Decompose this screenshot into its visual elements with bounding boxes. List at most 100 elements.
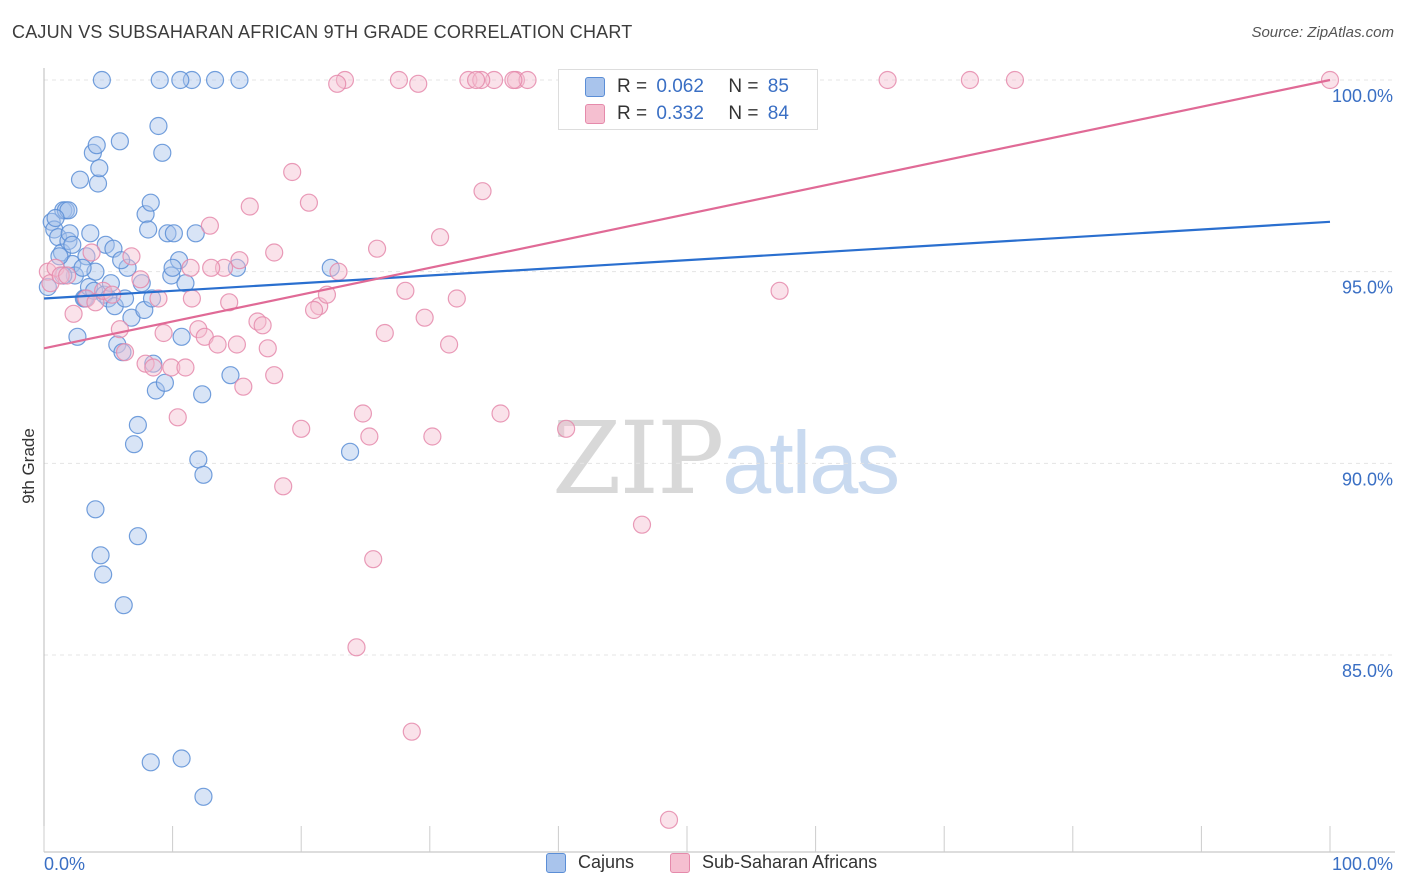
subsaharan-point (367, 239, 387, 258)
cajuns-point (150, 70, 169, 90)
subsaharan-point (409, 74, 428, 93)
subsaharan-point (659, 810, 679, 829)
subsaharan-point (58, 266, 77, 285)
cajuns-point (172, 327, 191, 346)
cajuns-point (193, 385, 212, 404)
subsaharan-point (227, 335, 246, 354)
subsaharan-legend-swatch-icon (670, 852, 690, 873)
legend-item-cajuns[interactable]: Cajuns (546, 852, 634, 873)
x-tick-label: 100.0% (1332, 854, 1393, 874)
r-value: 0.332 (656, 103, 704, 124)
subsaharan-point (162, 358, 181, 377)
subsaharan-point (122, 247, 141, 266)
cajuns-point (60, 224, 79, 243)
watermark: ZIPatlas (552, 400, 900, 517)
subsaharan-point (240, 197, 259, 216)
subsaharan-point (154, 323, 173, 343)
cajuns-point (340, 442, 360, 461)
subsaharan-point (473, 182, 492, 201)
cajuns-point (128, 415, 147, 435)
subsaharan-point (472, 70, 491, 90)
cajuns-point (81, 224, 100, 243)
subsaharan-point (214, 258, 234, 277)
subsaharan-point (1005, 70, 1025, 90)
cajuns-point (91, 546, 110, 565)
y-axis-label: 9th Grade (19, 428, 38, 504)
subsaharan-point (447, 289, 466, 308)
cajuns-point (155, 373, 174, 392)
subsaharan-point (176, 358, 195, 377)
stats-legend-row-cajuns: R = 0.062 N = 85 (585, 75, 789, 99)
cajuns-point (141, 753, 160, 772)
subsaharan-point (329, 262, 348, 281)
subsaharan-point (364, 550, 383, 569)
cajuns-point (63, 235, 82, 254)
subsaharan-point (770, 281, 789, 300)
cajuns-point (46, 208, 65, 228)
cajuns-point (90, 159, 109, 178)
stats-legend-row-subsaharan: R = 0.332 N = 84 (585, 102, 789, 126)
stats-legend: R = 0.062 N = 85 R = 0.332 N = 84 (558, 69, 818, 130)
subsaharan-point (82, 243, 101, 262)
subsaharan-swatch-icon (585, 104, 605, 124)
cajuns-point (94, 565, 113, 584)
cajuns-point (171, 70, 190, 90)
cajuns-point (88, 174, 108, 193)
subsaharan-point (960, 70, 980, 90)
subsaharan-point (200, 216, 219, 235)
cajuns-point (144, 354, 163, 373)
cajuns-point (87, 136, 106, 155)
y-tick-label: 95.0% (1342, 278, 1393, 298)
cajuns-point (162, 266, 181, 285)
subsaharan-point (51, 266, 70, 285)
cajuns-point (105, 297, 124, 316)
cajuns-point (164, 224, 183, 243)
cajuns-point (186, 224, 205, 243)
cajuns-point (136, 205, 155, 224)
legend-label-cajuns: Cajuns (578, 852, 635, 872)
subsaharan-point (518, 70, 537, 90)
cajuns-point (142, 289, 162, 308)
watermark-atlas: atlas (722, 413, 900, 512)
subsaharan-point (485, 70, 504, 90)
subsaharan-point (415, 308, 434, 327)
subsaharan-point (149, 289, 168, 308)
subsaharan-point (439, 335, 459, 354)
cajuns-point (163, 258, 182, 277)
subsaharan-point (402, 722, 421, 741)
n-label: N = (728, 76, 764, 97)
subsaharan-point (632, 515, 652, 534)
subsaharan-point (274, 477, 293, 496)
subsaharan-point (230, 251, 249, 270)
n-value: 85 (767, 76, 789, 97)
r-label: R = (617, 103, 653, 124)
subsaharan-point (557, 419, 576, 438)
legend-item-subsaharan[interactable]: Sub-Saharan Africans (670, 852, 877, 873)
subsaharan-point (234, 377, 253, 396)
subsaharan-trend-line (43, 78, 1331, 350)
subsaharan-point (202, 258, 221, 277)
r-label: R = (617, 76, 653, 97)
subsaharan-point (353, 404, 373, 423)
cajuns-point (50, 247, 69, 266)
subsaharan-point (430, 228, 450, 247)
subsaharan-point (299, 193, 319, 212)
cajuns-point (221, 366, 240, 385)
subsaharan-point (115, 343, 135, 362)
subsaharan-point (131, 270, 150, 289)
subsaharan-point (491, 404, 510, 423)
x-tick-label: 0.0% (44, 854, 85, 874)
cajuns-point (153, 143, 172, 162)
subsaharan-point (144, 358, 163, 377)
subsaharan-point (360, 427, 379, 446)
subsaharan-point (347, 638, 366, 657)
cajuns-point (158, 224, 177, 243)
cajuns-point (73, 258, 92, 277)
subsaharan-point (423, 427, 442, 446)
cajuns-point (189, 450, 208, 469)
subsaharan-point (504, 70, 523, 90)
n-label: N = (728, 103, 764, 124)
cajuns-point (172, 749, 191, 768)
subsaharan-point (253, 316, 272, 335)
cajuns-point (230, 70, 249, 90)
